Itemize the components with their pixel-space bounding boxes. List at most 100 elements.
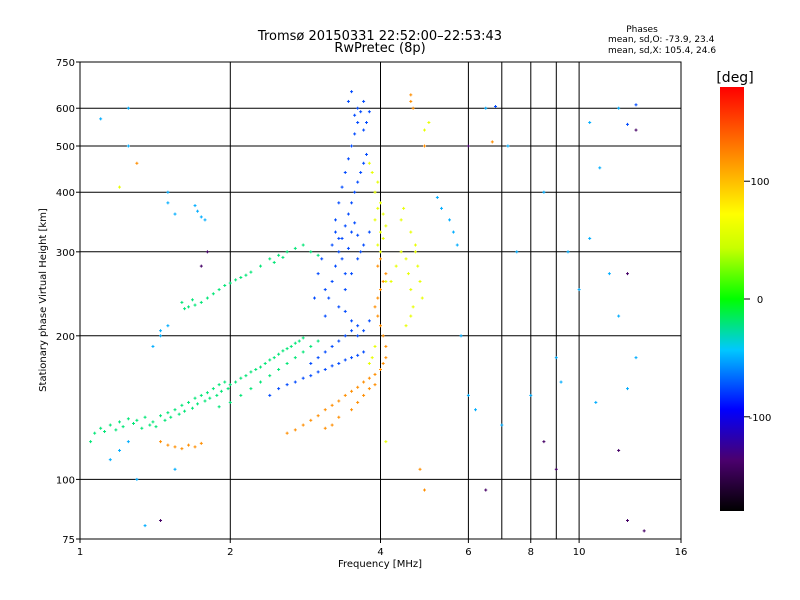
data-point — [173, 467, 177, 471]
data-point — [333, 264, 337, 268]
colorbar — [720, 87, 744, 511]
data-point — [187, 443, 191, 447]
data-point — [554, 356, 558, 360]
data-point — [384, 356, 388, 360]
data-point — [490, 140, 494, 144]
data-point — [249, 270, 253, 274]
data-point — [89, 440, 93, 444]
data-point — [239, 393, 243, 397]
data-point — [301, 243, 305, 247]
data-point — [373, 383, 377, 387]
data-point — [381, 236, 385, 240]
data-point — [323, 367, 327, 371]
data-point — [228, 400, 232, 404]
data-point — [180, 447, 184, 451]
data-point — [350, 319, 354, 323]
data-point — [320, 257, 324, 261]
data-point — [217, 383, 221, 387]
data-point — [350, 356, 354, 360]
data-point — [199, 264, 203, 268]
data-point — [359, 170, 363, 174]
data-point — [259, 380, 263, 384]
data-point — [219, 389, 223, 393]
data-point — [343, 170, 347, 174]
data-point — [409, 99, 413, 103]
data-point — [634, 128, 638, 132]
y-tick-label: 75 — [62, 535, 75, 546]
data-point — [166, 324, 170, 328]
data-point — [350, 408, 354, 412]
stats-heading: Phases — [626, 25, 658, 35]
data-point — [340, 236, 344, 240]
data-point — [180, 300, 184, 304]
x-tick-label: 1 — [77, 547, 83, 558]
y-tick-label: 750 — [56, 58, 75, 69]
data-point — [422, 128, 426, 132]
data-point — [337, 305, 341, 309]
data-point — [203, 218, 207, 222]
data-point — [362, 329, 366, 333]
data-point — [617, 314, 621, 318]
data-point — [259, 264, 263, 268]
data-point — [356, 400, 360, 404]
data-point — [625, 387, 629, 391]
data-point — [418, 467, 422, 471]
data-point — [163, 418, 167, 422]
data-point — [337, 361, 341, 365]
data-point — [285, 431, 289, 435]
data-point — [173, 445, 177, 449]
data-point — [199, 393, 203, 397]
data-point — [642, 529, 646, 533]
data-point — [159, 440, 163, 444]
x-tick-label: 10 — [573, 547, 586, 558]
data-point — [226, 387, 230, 391]
data-point — [103, 430, 107, 434]
x-tick-label: 2 — [227, 547, 233, 558]
data-point — [566, 250, 570, 254]
data-point — [337, 399, 341, 403]
data-point — [384, 440, 388, 444]
x-axis-label: Frequency [MHz] — [338, 559, 422, 570]
data-point — [459, 334, 463, 338]
data-point — [323, 350, 327, 354]
data-points — [89, 90, 646, 533]
data-point — [187, 305, 191, 309]
y-axis-label: Stationary phase Virtual Height [km] — [38, 208, 49, 392]
data-point — [346, 99, 350, 103]
data-point — [404, 257, 408, 261]
grid-lines — [80, 62, 681, 539]
data-point — [422, 144, 426, 148]
data-point — [353, 190, 357, 194]
data-point — [205, 250, 209, 254]
data-point — [126, 440, 130, 444]
data-point — [316, 272, 320, 276]
data-point — [356, 233, 360, 237]
data-point — [223, 283, 227, 287]
data-point — [118, 448, 122, 452]
data-point — [118, 185, 122, 189]
chart-title: Tromsø 20150331 22:52:00–22:53:43 — [257, 29, 502, 44]
data-point — [376, 296, 380, 300]
data-point — [367, 161, 371, 165]
data-point — [301, 350, 305, 354]
data-point — [135, 477, 139, 481]
data-point — [362, 393, 366, 397]
data-point — [455, 243, 459, 247]
data-point — [281, 349, 285, 353]
data-point — [234, 278, 238, 282]
y-axis-ticks: 75 100 200 300 400 500 600 750 — [56, 58, 80, 546]
data-point — [413, 243, 417, 247]
colorbar-ticks: -100 0 100 — [744, 177, 771, 424]
data-point — [554, 467, 558, 471]
data-point — [376, 243, 380, 247]
data-point — [362, 128, 366, 132]
data-point — [384, 279, 388, 283]
data-point — [249, 387, 253, 391]
data-point — [343, 358, 347, 362]
data-point — [293, 356, 297, 360]
data-point — [367, 319, 371, 323]
data-point — [362, 243, 366, 247]
data-point — [301, 423, 305, 427]
data-point — [389, 279, 393, 283]
data-point — [121, 425, 125, 429]
